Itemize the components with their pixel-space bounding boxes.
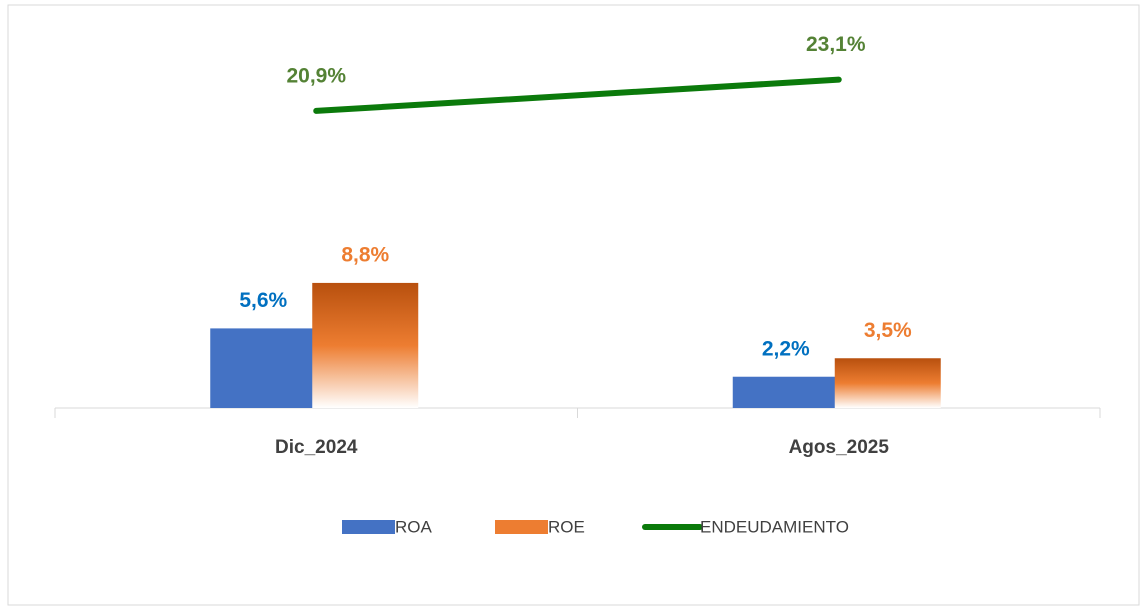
bar — [834, 358, 941, 408]
line — [313, 76, 842, 114]
legend-label: ROE — [548, 517, 585, 536]
data-label: 5,6% — [239, 289, 287, 312]
legend-label: ROA — [395, 517, 433, 536]
data-label: 2,2% — [762, 337, 810, 360]
data-label: 8,8% — [341, 243, 389, 266]
legend-label: ENDEUDAMIENTO — [700, 517, 849, 536]
bar — [312, 282, 419, 408]
x-tick-label: Agos_2025 — [789, 437, 890, 458]
legend-swatch — [495, 520, 548, 534]
data-label: 3,5% — [864, 319, 912, 342]
bar — [210, 328, 317, 408]
chart-border — [7, 4, 1140, 606]
data-label: 23,1% — [806, 33, 866, 56]
x-tick-label: Dic_2024 — [275, 437, 358, 458]
bar — [732, 376, 839, 408]
data-label: 20,9% — [286, 64, 346, 87]
legend-swatch — [342, 520, 395, 534]
